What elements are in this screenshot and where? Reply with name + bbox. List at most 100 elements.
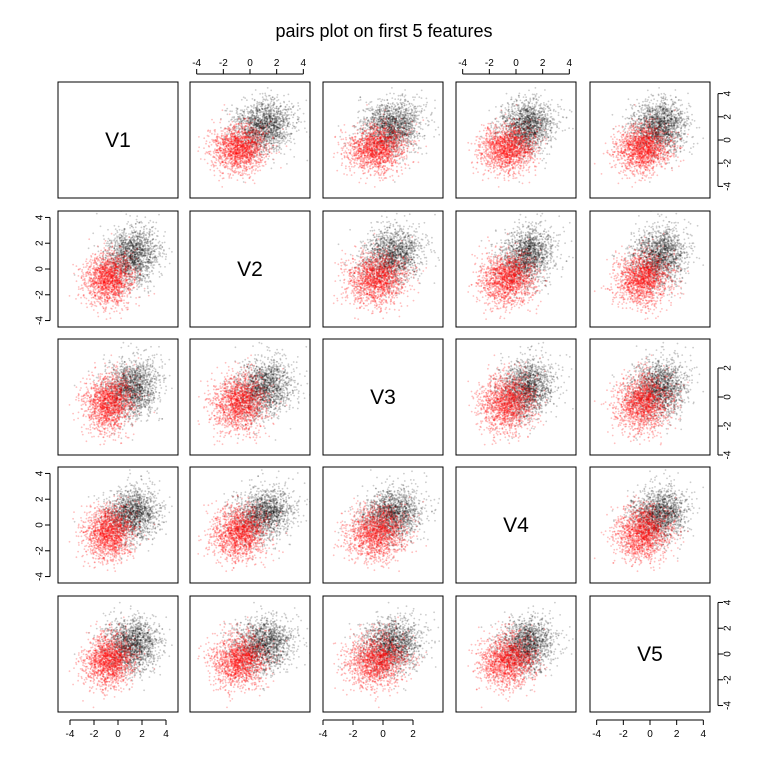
data-point xyxy=(417,106,419,108)
data-point xyxy=(219,137,221,139)
data-point xyxy=(273,159,275,161)
data-point xyxy=(289,118,291,120)
data-point xyxy=(392,103,394,105)
data-point xyxy=(243,123,245,125)
data-point xyxy=(216,138,218,140)
data-point xyxy=(254,131,256,133)
data-point xyxy=(241,174,243,176)
data-point xyxy=(270,105,272,107)
data-point xyxy=(221,186,223,188)
data-point xyxy=(260,140,262,142)
data-point xyxy=(205,153,207,155)
data-point xyxy=(400,95,402,97)
data-point xyxy=(237,133,239,135)
data-point xyxy=(228,129,230,131)
data-point xyxy=(264,130,266,132)
data-point xyxy=(257,147,259,149)
data-point xyxy=(246,108,248,110)
data-point xyxy=(213,152,215,154)
data-point xyxy=(362,121,364,123)
data-point xyxy=(261,123,263,125)
data-point xyxy=(256,132,258,134)
data-point xyxy=(216,159,218,161)
data-point xyxy=(265,125,267,127)
data-point xyxy=(260,146,262,148)
data-point xyxy=(276,128,278,130)
data-point xyxy=(423,104,425,106)
data-point xyxy=(400,102,402,104)
data-point xyxy=(254,100,256,102)
data-point xyxy=(264,93,266,95)
data-point xyxy=(402,160,404,162)
data-point xyxy=(297,116,299,118)
data-point xyxy=(390,103,392,105)
data-point xyxy=(251,172,253,174)
data-point xyxy=(262,100,264,102)
data-point xyxy=(234,156,236,158)
data-point xyxy=(273,149,275,151)
data-point xyxy=(280,153,282,155)
data-point xyxy=(252,169,254,171)
data-point xyxy=(377,114,379,116)
data-point xyxy=(279,118,281,120)
data-point xyxy=(273,147,275,149)
data-point xyxy=(420,112,422,114)
data-point xyxy=(404,99,406,101)
data-point xyxy=(222,178,224,180)
data-point xyxy=(366,132,368,134)
data-point xyxy=(408,103,410,105)
data-point xyxy=(268,110,270,112)
data-point xyxy=(414,106,416,108)
data-point xyxy=(259,125,261,127)
data-point xyxy=(238,123,240,125)
data-point xyxy=(236,165,238,167)
data-point xyxy=(221,172,223,174)
data-point xyxy=(304,121,306,123)
data-point xyxy=(220,150,222,152)
data-point xyxy=(425,106,427,108)
data-point xyxy=(394,181,396,183)
data-point xyxy=(418,133,420,135)
data-point xyxy=(245,173,247,175)
data-point xyxy=(365,108,367,110)
data-point xyxy=(270,118,272,120)
data-point xyxy=(267,99,269,101)
data-point xyxy=(257,134,259,136)
data-point xyxy=(258,157,260,159)
data-point xyxy=(406,113,408,115)
data-point xyxy=(364,127,366,129)
data-point xyxy=(249,153,251,155)
data-point xyxy=(262,121,264,123)
data-point xyxy=(284,132,286,134)
data-point xyxy=(220,163,222,165)
data-point xyxy=(248,174,250,176)
data-point xyxy=(407,110,409,112)
data-point xyxy=(265,149,267,151)
data-point xyxy=(346,174,348,176)
data-point xyxy=(247,119,249,121)
data-point xyxy=(365,102,367,104)
data-point xyxy=(304,127,306,129)
data-point xyxy=(276,132,278,134)
data-point xyxy=(298,129,300,131)
data-point xyxy=(278,116,280,118)
data-point xyxy=(254,153,256,155)
data-point xyxy=(251,122,253,124)
data-point xyxy=(245,129,247,131)
data-point xyxy=(262,117,264,119)
data-point xyxy=(349,135,351,137)
data-point xyxy=(260,102,262,104)
data-point xyxy=(379,180,381,182)
data-point xyxy=(300,121,302,123)
data-point xyxy=(232,121,234,123)
data-point xyxy=(421,97,423,99)
data-point xyxy=(283,136,285,138)
data-point xyxy=(231,131,233,133)
data-point xyxy=(239,158,241,160)
data-point xyxy=(393,93,395,95)
data-point xyxy=(294,143,296,145)
data-point xyxy=(239,171,241,173)
data-point xyxy=(380,101,382,103)
data-point xyxy=(247,111,249,113)
